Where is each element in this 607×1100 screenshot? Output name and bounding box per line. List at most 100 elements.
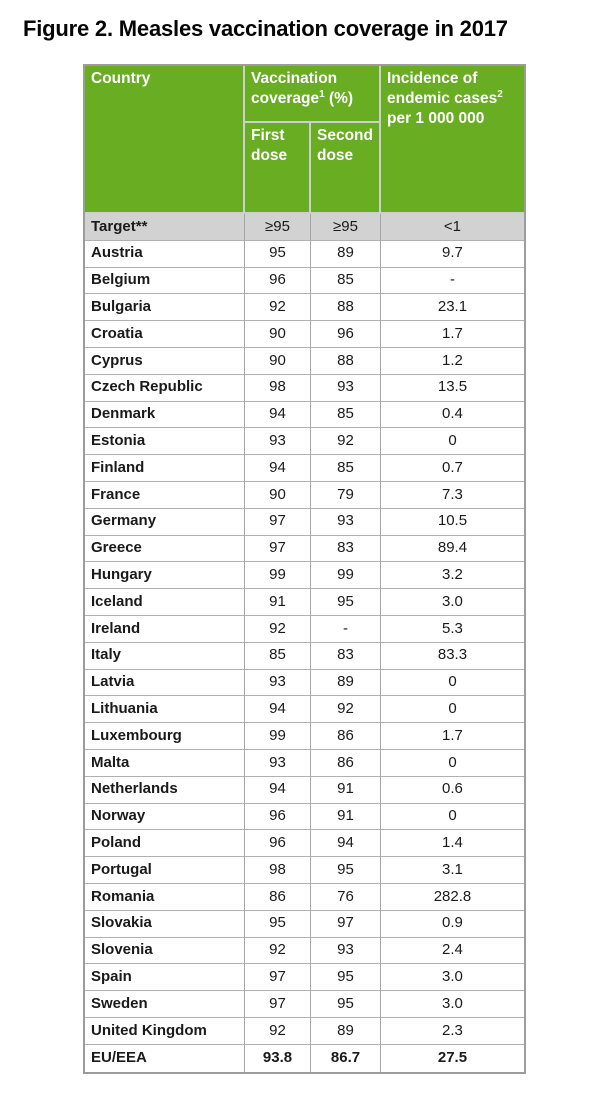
incidence-header-line1: Incidence of xyxy=(386,70,478,87)
first-dose-cell: 98 xyxy=(245,374,311,402)
first-dose-cell: 93.8 xyxy=(245,1044,311,1072)
incidence-cell: 5.3 xyxy=(380,615,524,643)
incidence-cell: 83.3 xyxy=(380,642,524,670)
first-dose-cell: 99 xyxy=(245,562,311,590)
table-row: Denmark 94 85 0.4 xyxy=(85,401,524,429)
second-dose-cell: - xyxy=(311,615,381,643)
vaccination-header-line1: Vaccination xyxy=(251,70,338,87)
country-cell: Malta xyxy=(85,749,245,777)
table-row: France 90 79 7.3 xyxy=(85,481,524,509)
second-dose-cell: 94 xyxy=(311,830,381,858)
first-dose-cell: 90 xyxy=(245,347,311,375)
second-dose-cell: 86 xyxy=(311,723,381,750)
country-cell: Lithuania xyxy=(85,696,245,724)
second-dose-cell: 93 xyxy=(311,937,381,965)
incidence-cell: 89.4 xyxy=(380,535,524,563)
first-dose-cell: 93 xyxy=(245,669,311,697)
country-cell: Estonia xyxy=(85,428,245,456)
second-dose-cell: 86.7 xyxy=(311,1044,381,1072)
incidence-cell: 1.7 xyxy=(380,723,524,750)
incidence-cell: 10.5 xyxy=(380,508,524,536)
country-cell: Sweden xyxy=(85,991,245,1018)
second-dose-cell: 83 xyxy=(311,535,381,563)
first-dose-cell: 92 xyxy=(245,937,311,965)
second-dose-cell: 99 xyxy=(311,562,381,590)
second-dose-column-header: Second dose xyxy=(311,123,381,214)
table-footer: EU/EEA 93.8 86.7 27.5 xyxy=(85,1044,524,1072)
table-header: Country Vaccination coverage1 (%) Incide… xyxy=(85,66,524,214)
incidence-cell: 3.1 xyxy=(380,857,524,884)
country-cell: Latvia xyxy=(85,669,245,697)
second-dose-cell: 88 xyxy=(311,294,381,322)
first-dose-cell: 90 xyxy=(245,481,311,509)
second-dose-cell: 76 xyxy=(311,883,381,911)
table-row: Iceland 91 95 3.0 xyxy=(85,589,524,616)
footnote-1-superscript: 1 xyxy=(319,88,325,100)
incidence-cell: 13.5 xyxy=(380,374,524,402)
figure-table: Country Vaccination coverage1 (%) Incide… xyxy=(83,64,526,1074)
first-dose-cell: 96 xyxy=(245,267,311,295)
first-dose-cell: 95 xyxy=(245,910,311,938)
country-cell: Spain xyxy=(85,964,245,992)
second-dose-cell: 88 xyxy=(311,347,381,375)
table-row: Norway 96 91 0 xyxy=(85,803,524,831)
incidence-cell: 9.7 xyxy=(380,240,524,268)
table-row: United Kingdom 92 89 2.3 xyxy=(85,1017,524,1045)
second-dose-cell: 92 xyxy=(311,696,381,724)
first-dose-cell: 94 xyxy=(245,776,311,804)
second-dose-cell: 92 xyxy=(311,428,381,456)
vaccination-coverage-column-header: Vaccination coverage1 (%) xyxy=(245,66,381,123)
table-row: Luxembourg 99 86 1.7 xyxy=(85,723,524,750)
country-cell: Belgium xyxy=(85,267,245,295)
incidence-cell: 0 xyxy=(380,749,524,777)
country-cell: Poland xyxy=(85,830,245,858)
table-row: Finland 94 85 0.7 xyxy=(85,455,524,482)
first-dose-cell: 90 xyxy=(245,321,311,348)
second-dose-cell: 85 xyxy=(311,455,381,482)
incidence-cell: 27.5 xyxy=(380,1044,524,1072)
first-dose-cell: 93 xyxy=(245,749,311,777)
first-dose-cell: 97 xyxy=(245,964,311,992)
page-title: Figure 2. Measles vaccination coverage i… xyxy=(23,16,508,41)
first-dose-cell: 95 xyxy=(245,240,311,268)
country-cell: United Kingdom xyxy=(85,1017,245,1045)
incidence-cell: 2.3 xyxy=(380,1017,524,1045)
incidence-cell: 0 xyxy=(380,803,524,831)
first-dose-cell: 85 xyxy=(245,642,311,670)
country-cell: Croatia xyxy=(85,321,245,348)
table-row: Portugal 98 95 3.1 xyxy=(85,857,524,884)
table-row: Latvia 93 89 0 xyxy=(85,669,524,697)
country-cell: Netherlands xyxy=(85,776,245,804)
vaccination-header-line2: coverage1 (%) xyxy=(251,88,354,108)
table-row: Cyprus 90 88 1.2 xyxy=(85,347,524,375)
country-cell: France xyxy=(85,481,245,509)
incidence-cell: 1.4 xyxy=(380,830,524,858)
target-row: Target** ≥95 ≥95 <1 xyxy=(85,214,524,241)
country-cell: Slovenia xyxy=(85,937,245,965)
first-dose-cell: 93 xyxy=(245,428,311,456)
table-row: Croatia 90 96 1.7 xyxy=(85,321,524,348)
second-dose-cell: 79 xyxy=(311,481,381,509)
first-dose-cell: 94 xyxy=(245,401,311,429)
target-first-dose: ≥95 xyxy=(245,214,311,241)
country-cell: Slovakia xyxy=(85,910,245,938)
table-row: Germany 97 93 10.5 xyxy=(85,508,524,536)
country-cell: Denmark xyxy=(85,401,245,429)
country-cell: Romania xyxy=(85,883,245,911)
incidence-cell: 2.4 xyxy=(380,937,524,965)
country-cell: Bulgaria xyxy=(85,294,245,322)
country-cell: Italy xyxy=(85,642,245,670)
incidence-cell: 282.8 xyxy=(380,883,524,911)
table-row: Slovakia 95 97 0.9 xyxy=(85,910,524,938)
first-dose-cell: 97 xyxy=(245,508,311,536)
incidence-cell: 0.9 xyxy=(380,910,524,938)
country-cell: Austria xyxy=(85,240,245,268)
first-dose-cell: 96 xyxy=(245,830,311,858)
incidence-cell: 3.2 xyxy=(380,562,524,590)
second-dose-cell: 89 xyxy=(311,669,381,697)
country-cell: Finland xyxy=(85,455,245,482)
first-dose-cell: 91 xyxy=(245,589,311,616)
first-dose-cell: 96 xyxy=(245,803,311,831)
incidence-cell: 3.0 xyxy=(380,964,524,992)
